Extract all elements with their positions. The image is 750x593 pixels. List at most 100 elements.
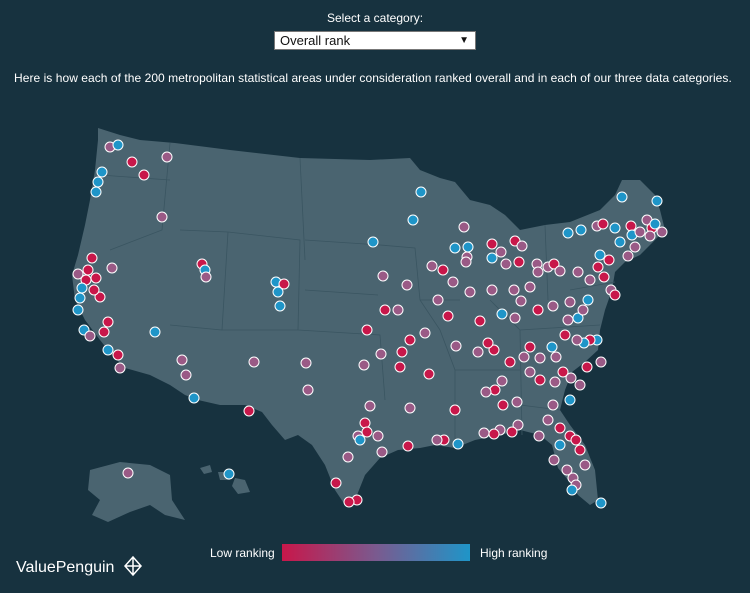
metro-dot[interactable] <box>161 151 173 163</box>
metro-dot[interactable] <box>548 454 560 466</box>
metro-dot[interactable] <box>482 337 494 349</box>
metro-dot[interactable] <box>379 304 391 316</box>
metro-dot[interactable] <box>423 368 435 380</box>
metro-dot[interactable] <box>364 400 376 412</box>
metro-dot[interactable] <box>74 292 86 304</box>
metro-dot[interactable] <box>500 258 512 270</box>
metro-dot[interactable] <box>603 254 615 266</box>
metro-dot[interactable] <box>248 356 260 368</box>
metro-dot[interactable] <box>106 262 118 274</box>
metro-dot[interactable] <box>90 186 102 198</box>
metro-dot[interactable] <box>634 226 646 238</box>
metro-dot[interactable] <box>534 374 546 386</box>
metro-dot[interactable] <box>595 497 607 509</box>
metro-dot[interactable] <box>598 271 610 283</box>
metro-dot[interactable] <box>102 316 114 328</box>
metro-dot[interactable] <box>180 369 192 381</box>
metro-dot[interactable] <box>595 356 607 368</box>
metro-dot[interactable] <box>594 249 606 261</box>
metro-dot[interactable] <box>407 214 419 226</box>
metro-dot[interactable] <box>458 221 470 233</box>
metro-dot[interactable] <box>592 261 604 273</box>
metro-dot[interactable] <box>402 440 414 452</box>
metro-dot[interactable] <box>649 218 661 230</box>
metro-dot[interactable] <box>515 295 527 307</box>
metro-dot[interactable] <box>644 230 656 242</box>
metro-dot[interactable] <box>300 357 312 369</box>
metro-dot[interactable] <box>156 211 168 223</box>
metro-dot[interactable] <box>533 430 545 442</box>
metro-dot[interactable] <box>496 308 508 320</box>
metro-dot[interactable] <box>396 346 408 358</box>
metro-dot[interactable] <box>656 226 668 238</box>
metro-dot[interactable] <box>572 312 584 324</box>
metro-dot[interactable] <box>524 341 536 353</box>
metro-dot[interactable] <box>86 252 98 264</box>
metro-dot[interactable] <box>419 327 431 339</box>
metro-dot[interactable] <box>442 310 454 322</box>
metro-dot[interactable] <box>447 276 459 288</box>
metro-dot[interactable] <box>88 284 100 296</box>
metro-dot[interactable] <box>542 414 554 426</box>
metro-dot[interactable] <box>609 222 621 234</box>
metro-dot[interactable] <box>488 428 500 440</box>
metro-dot[interactable] <box>516 240 528 252</box>
category-select[interactable]: Overall rank ▼ <box>274 31 476 50</box>
metro-dot[interactable] <box>342 451 354 463</box>
metro-dot[interactable] <box>562 314 574 326</box>
metro-dot[interactable] <box>559 329 571 341</box>
metro-dot[interactable] <box>376 446 388 458</box>
metro-dot[interactable] <box>518 351 530 363</box>
metro-dot[interactable] <box>82 264 94 276</box>
metro-dot[interactable] <box>102 344 114 356</box>
metro-dot[interactable] <box>460 256 472 268</box>
metro-dot[interactable] <box>548 258 560 270</box>
metro-dot[interactable] <box>579 459 591 471</box>
metro-dot[interactable] <box>651 195 663 207</box>
metro-dot[interactable] <box>98 326 110 338</box>
metro-dot[interactable] <box>625 220 637 232</box>
metro-dot[interactable] <box>564 296 576 308</box>
metro-dot[interactable] <box>278 278 290 290</box>
metro-dot[interactable] <box>462 241 474 253</box>
metro-dot[interactable] <box>486 238 498 250</box>
metro-dot[interactable] <box>243 405 255 417</box>
metro-dot[interactable] <box>372 430 384 442</box>
metro-dot[interactable] <box>394 361 406 373</box>
metro-dot[interactable] <box>561 464 573 476</box>
metro-dot[interactable] <box>450 340 462 352</box>
metro-dot[interactable] <box>343 496 355 508</box>
metro-dot[interactable] <box>489 384 501 396</box>
metro-dot[interactable] <box>495 246 507 258</box>
metro-dot[interactable] <box>577 304 589 316</box>
metro-dot[interactable] <box>622 250 634 262</box>
metro-dot[interactable] <box>84 330 96 342</box>
metro-dot[interactable] <box>524 281 536 293</box>
metro-dot[interactable] <box>122 467 134 479</box>
metro-dot[interactable] <box>92 176 104 188</box>
metro-dot[interactable] <box>609 289 621 301</box>
metro-dot[interactable] <box>574 379 586 391</box>
metro-dot[interactable] <box>570 434 582 446</box>
metro-dot[interactable] <box>582 294 594 306</box>
metro-dot[interactable] <box>480 386 492 398</box>
metro-dot[interactable] <box>486 252 498 264</box>
metro-dot[interactable] <box>72 304 84 316</box>
metro-dot[interactable] <box>597 218 609 230</box>
metro-dot[interactable] <box>532 266 544 278</box>
metro-dot[interactable] <box>401 279 413 291</box>
metro-dot[interactable] <box>96 166 108 178</box>
metro-dot[interactable] <box>534 352 546 364</box>
metro-dot[interactable] <box>572 266 584 278</box>
metro-dot[interactable] <box>511 396 523 408</box>
metro-dot[interactable] <box>94 291 106 303</box>
metro-dot[interactable] <box>547 399 559 411</box>
metro-dot[interactable] <box>330 477 342 489</box>
metro-dot[interactable] <box>629 241 641 253</box>
metro-dot[interactable] <box>72 268 84 280</box>
metro-dot[interactable] <box>361 324 373 336</box>
metro-dot[interactable] <box>431 434 443 446</box>
metro-dot[interactable] <box>449 242 461 254</box>
metro-dot[interactable] <box>554 265 566 277</box>
metro-dot[interactable] <box>566 484 578 496</box>
